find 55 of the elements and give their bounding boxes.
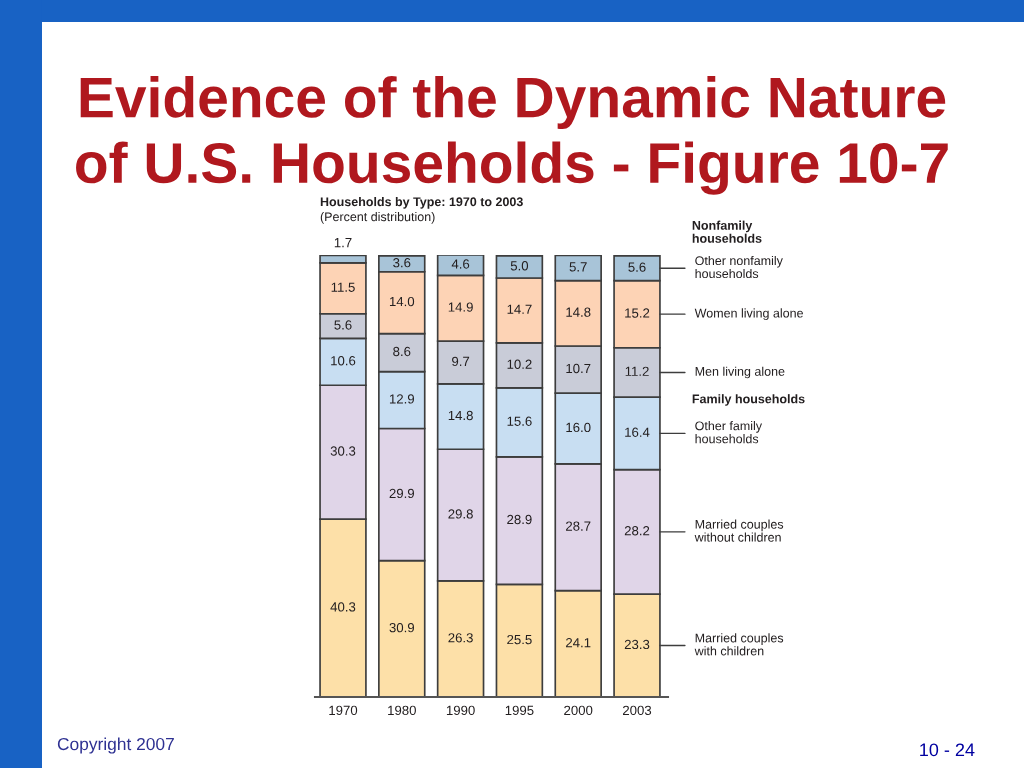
text: Family households xyxy=(692,394,805,406)
data-label: 10.7 xyxy=(566,363,591,374)
data-label: 14.7 xyxy=(507,304,532,314)
data-label: 1.7 xyxy=(334,238,352,248)
data-label: 30.3 xyxy=(330,446,356,456)
data-label: 29.9 xyxy=(389,488,415,499)
data-label: 3.6 xyxy=(393,258,411,268)
data-label: 26.3 xyxy=(448,633,473,643)
x-tick-label: 2000 xyxy=(564,705,593,716)
data-label: 14.9 xyxy=(448,302,473,312)
data-label: 8.6 xyxy=(393,346,411,357)
text: (Percent distribution) xyxy=(320,212,435,224)
data-label: 16.4 xyxy=(625,427,650,437)
legend-label: Married couples without children xyxy=(694,519,784,542)
data-label: 10.6 xyxy=(331,356,356,366)
x-tick-label: 1990 xyxy=(446,705,475,716)
data-label: 28.2 xyxy=(624,526,650,536)
data-label: 5.0 xyxy=(510,261,529,271)
data-label: 28.7 xyxy=(566,521,591,531)
x-tick-label: 1980 xyxy=(388,705,416,716)
data-label: 5.7 xyxy=(569,262,587,272)
text: Copyright 2007 xyxy=(57,737,174,754)
data-label: 12.9 xyxy=(389,394,415,404)
x-tick-label: 2003 xyxy=(623,705,652,716)
text: Nonfamily households xyxy=(692,220,762,243)
chart-subtitle: Households by Type: 1970 to 2003 xyxy=(320,197,523,209)
data-label: 30.9 xyxy=(389,622,415,633)
data-label: 15.6 xyxy=(507,416,532,426)
data-label: 24.1 xyxy=(566,637,591,648)
data-label: 11.2 xyxy=(625,366,649,376)
chart-title: Evidence of the Dynamic Nature of U.S. Households - Figure 10-7 xyxy=(76,76,948,195)
data-label: 14.0 xyxy=(389,296,415,307)
data-label: 11.5 xyxy=(331,282,355,292)
data-label: 14.8 xyxy=(566,307,591,317)
data-label: 40.3 xyxy=(330,602,356,612)
x-tick-label: 1995 xyxy=(505,705,534,716)
data-label: 10.2 xyxy=(507,359,532,369)
data-label: 4.6 xyxy=(451,259,470,269)
data-label: 15.2 xyxy=(625,308,650,318)
data-label: 29.8 xyxy=(448,509,473,519)
legend-label: Married couples with children xyxy=(694,633,784,656)
data-label: 9.7 xyxy=(452,356,470,367)
data-label: 23.3 xyxy=(624,639,650,650)
data-label: 5.6 xyxy=(628,262,646,272)
legend-label: Other nonfamily households xyxy=(695,255,783,279)
data-label: 28.9 xyxy=(507,514,532,525)
data-label: 14.8 xyxy=(448,410,473,421)
legend-label: Women living alone xyxy=(694,308,803,320)
data-label: 5.6 xyxy=(334,320,352,330)
text: 10 - 24 xyxy=(920,743,975,757)
data-label: 25.5 xyxy=(507,634,532,645)
x-tick-label: 1970 xyxy=(329,705,358,716)
legend-label: Men living alone xyxy=(695,366,785,379)
data-label: 16.0 xyxy=(566,422,591,433)
legend-label: Other family households xyxy=(695,421,763,444)
